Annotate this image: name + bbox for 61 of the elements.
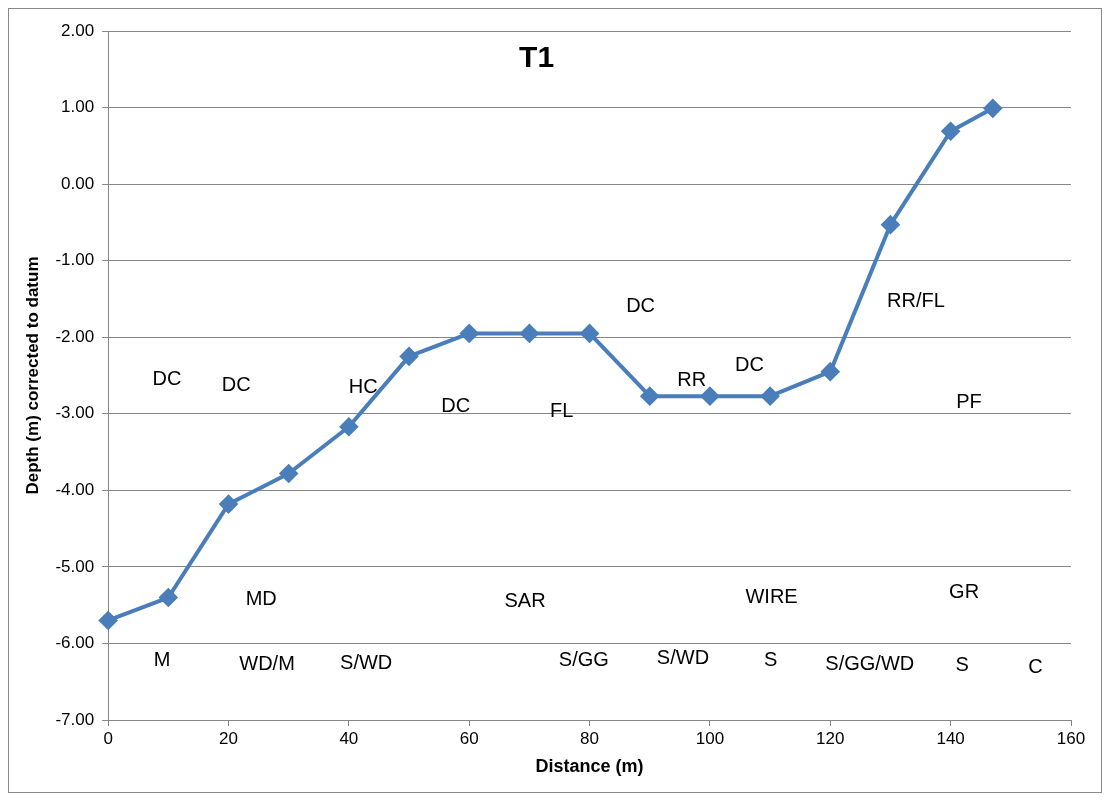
annotation: DC xyxy=(626,294,656,317)
y-tick-label: -6.00 xyxy=(55,633,95,653)
x-tick-label: 40 xyxy=(339,728,359,748)
point xyxy=(821,362,840,381)
annotation: DC xyxy=(441,394,471,417)
x-tick-label: 0 xyxy=(103,728,113,748)
point xyxy=(400,347,419,366)
x-tick-label: 140 xyxy=(936,728,965,748)
y-tick-label: -7.00 xyxy=(55,709,95,729)
annotation: S/GG/WD xyxy=(825,651,915,674)
annotation: SAR xyxy=(504,589,546,612)
x-tick-label: 80 xyxy=(580,728,600,748)
x-tick-label: 100 xyxy=(695,728,725,748)
point xyxy=(99,611,118,630)
point xyxy=(159,588,178,607)
point xyxy=(460,324,479,343)
x-axis-title: Distance (m) xyxy=(535,756,644,777)
point xyxy=(339,417,358,436)
point xyxy=(219,495,238,514)
point xyxy=(580,324,599,343)
annotation: PF xyxy=(956,389,982,412)
y-tick-label: -4.00 xyxy=(55,480,95,500)
y-tick-label: -1.00 xyxy=(55,250,95,270)
annotation: RR/FL xyxy=(887,289,945,312)
annotation: RR xyxy=(677,367,707,390)
point xyxy=(700,387,719,406)
annotation: DC xyxy=(734,352,764,375)
x-tick-label: 160 xyxy=(1056,728,1086,748)
annotation: WIRE xyxy=(745,584,798,607)
x-tick-label: 120 xyxy=(816,728,845,748)
y-tick-label: 2.00 xyxy=(61,20,95,40)
annotation: M xyxy=(153,648,171,671)
x-tick-label: 20 xyxy=(219,728,238,748)
y-axis-title: Depth (m) corrected to datum xyxy=(22,256,42,495)
y-tick-label: 1.00 xyxy=(61,97,95,117)
point xyxy=(983,99,1002,118)
annotation: HC xyxy=(348,374,378,397)
x-tick-label: 60 xyxy=(459,728,479,748)
y-tick-label: -5.00 xyxy=(55,556,95,576)
point xyxy=(881,215,900,234)
point xyxy=(279,464,298,483)
annotation: DC xyxy=(152,367,182,390)
chart-title: T1 xyxy=(519,40,555,74)
annotation: MD xyxy=(245,586,277,609)
annotation: S/WD xyxy=(340,651,393,674)
annotation: S xyxy=(763,647,778,670)
point xyxy=(761,387,780,406)
point xyxy=(640,387,659,406)
y-tick-label: 0.00 xyxy=(61,173,95,193)
annotation: GR xyxy=(949,580,980,603)
annotation: S xyxy=(955,653,969,676)
y-tick-label: -2.00 xyxy=(55,326,95,346)
annotation: WD/M xyxy=(239,651,295,674)
annotation: S/WD xyxy=(656,646,710,669)
annotation: FL xyxy=(549,398,574,421)
annotation: S/GG xyxy=(558,647,609,670)
y-tick-label: -3.00 xyxy=(55,403,95,423)
annotation: DC xyxy=(221,372,251,395)
point xyxy=(520,324,539,343)
point xyxy=(941,122,960,141)
annotation: C xyxy=(1028,655,1043,678)
